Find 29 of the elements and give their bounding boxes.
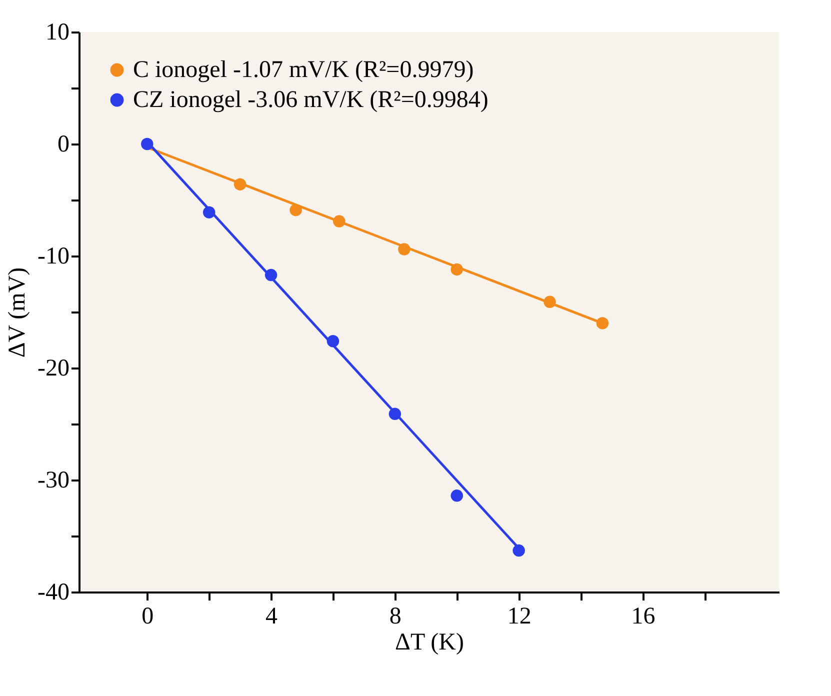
- point: [450, 490, 463, 502]
- legend-label: C ionogel -1.07 mV/K (R²=0.9979): [133, 57, 474, 83]
- y-tick-label: -10: [38, 244, 70, 270]
- point: [398, 243, 410, 256]
- point: [544, 296, 556, 308]
- y-tick-label: 10: [46, 20, 70, 46]
- y-tick-label: -20: [38, 356, 70, 382]
- x-tick-label: 12: [507, 604, 532, 630]
- x-tick-label: 8: [389, 604, 402, 630]
- point: [596, 317, 609, 330]
- y-axis-title: ΔV (mV): [4, 267, 31, 358]
- y-tick-label: 0: [58, 132, 70, 158]
- x-axis-title: ΔT (K): [395, 630, 464, 656]
- point: [264, 268, 278, 282]
- point: [326, 335, 340, 348]
- point: [290, 204, 302, 216]
- legend-label: CZ ionogel -3.06 mV/K (R²=0.9984): [133, 87, 488, 113]
- point: [450, 263, 463, 276]
- point: [388, 408, 402, 420]
- point: [234, 178, 246, 190]
- y-tick-label: -40: [38, 580, 70, 606]
- x-tick-label: 0: [142, 604, 154, 630]
- point: [512, 544, 525, 557]
- y-tick-label: -30: [38, 468, 70, 494]
- point: [202, 206, 216, 218]
- x-tick-label: 16: [631, 604, 656, 630]
- x-tick-label: 4: [266, 604, 278, 630]
- point: [333, 215, 346, 228]
- point: [141, 138, 154, 150]
